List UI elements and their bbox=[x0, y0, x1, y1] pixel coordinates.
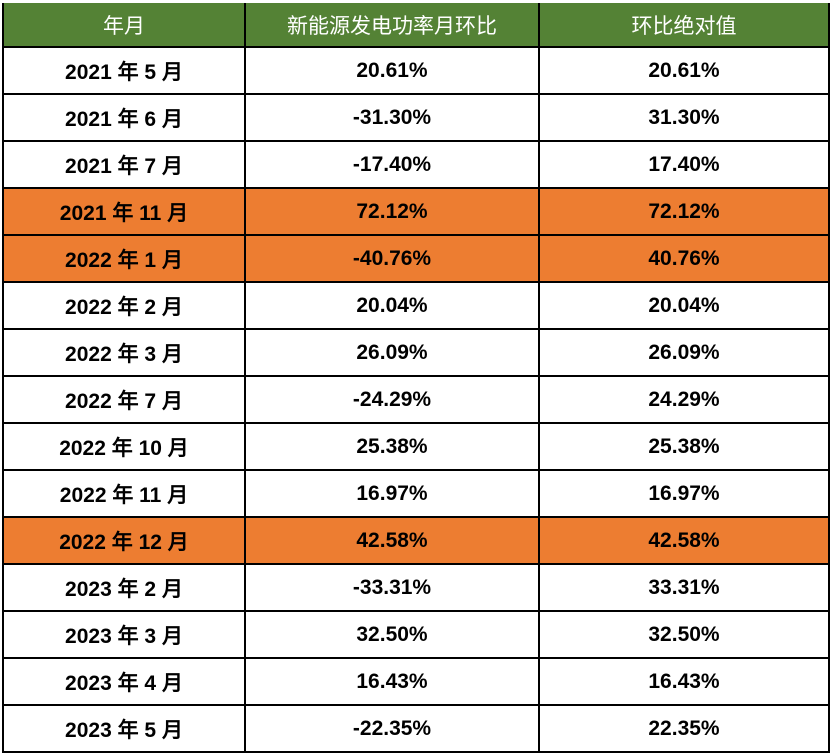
cell-mom-change: 26.09% bbox=[244, 328, 540, 377]
table-row: 2022 年 7 月 -24.29% 24.29% bbox=[2, 375, 830, 424]
cell-abs-value: 25.38% bbox=[538, 422, 830, 471]
table-row: 2023 年 2 月 -33.31% 33.31% bbox=[2, 563, 830, 612]
table-row: 2022 年 12 月 42.58% 42.58% bbox=[2, 516, 830, 565]
cell-month: 2022 年 1 月 bbox=[2, 234, 246, 283]
cell-mom-change: 16.43% bbox=[244, 657, 540, 706]
table-row: 2022 年 11 月 16.97% 16.97% bbox=[2, 469, 830, 518]
table-row: 2022 年 3 月 26.09% 26.09% bbox=[2, 328, 830, 377]
table-row: 2021 年 11 月 72.12% 72.12% bbox=[2, 187, 830, 236]
column-header-mom-change: 新能源发电功率月环比 bbox=[244, 3, 540, 48]
cell-abs-value: 16.97% bbox=[538, 469, 830, 518]
cell-month: 2022 年 2 月 bbox=[2, 281, 246, 330]
monthly-power-table: 年月 新能源发电功率月环比 环比绝对值 2021 年 5 月 20.61% 20… bbox=[2, 3, 830, 753]
cell-mom-change: -17.40% bbox=[244, 140, 540, 189]
cell-abs-value: 20.61% bbox=[538, 46, 830, 95]
cell-month: 2021 年 5 月 bbox=[2, 46, 246, 95]
cell-mom-change: 42.58% bbox=[244, 516, 540, 565]
cell-mom-change: 32.50% bbox=[244, 610, 540, 659]
cell-mom-change: 25.38% bbox=[244, 422, 540, 471]
cell-mom-change: -33.31% bbox=[244, 563, 540, 612]
table-row: 2023 年 3 月 32.50% 32.50% bbox=[2, 610, 830, 659]
cell-abs-value: 24.29% bbox=[538, 375, 830, 424]
cell-abs-value: 42.58% bbox=[538, 516, 830, 565]
table-row: 2021 年 6 月 -31.30% 31.30% bbox=[2, 93, 830, 142]
cell-month: 2021 年 7 月 bbox=[2, 140, 246, 189]
cell-month: 2022 年 12 月 bbox=[2, 516, 246, 565]
table-row: 2021 年 5 月 20.61% 20.61% bbox=[2, 46, 830, 95]
cell-mom-change: 20.61% bbox=[244, 46, 540, 95]
column-header-month: 年月 bbox=[2, 3, 246, 48]
cell-month: 2021 年 6 月 bbox=[2, 93, 246, 142]
cell-abs-value: 20.04% bbox=[538, 281, 830, 330]
cell-abs-value: 31.30% bbox=[538, 93, 830, 142]
cell-month: 2022 年 3 月 bbox=[2, 328, 246, 377]
cell-abs-value: 26.09% bbox=[538, 328, 830, 377]
table-row: 2022 年 1 月 -40.76% 40.76% bbox=[2, 234, 830, 283]
cell-month: 2021 年 11 月 bbox=[2, 187, 246, 236]
cell-mom-change: 20.04% bbox=[244, 281, 540, 330]
table-row: 2023 年 4 月 16.43% 16.43% bbox=[2, 657, 830, 706]
cell-month: 2023 年 4 月 bbox=[2, 657, 246, 706]
cell-mom-change: -31.30% bbox=[244, 93, 540, 142]
header-row: 年月 新能源发电功率月环比 环比绝对值 bbox=[2, 3, 830, 48]
cell-month: 2022 年 11 月 bbox=[2, 469, 246, 518]
cell-month: 2023 年 3 月 bbox=[2, 610, 246, 659]
cell-month: 2022 年 10 月 bbox=[2, 422, 246, 471]
cell-mom-change: 72.12% bbox=[244, 187, 540, 236]
cell-mom-change: 16.97% bbox=[244, 469, 540, 518]
cell-abs-value: 16.43% bbox=[538, 657, 830, 706]
table-row: 2022 年 10 月 25.38% 25.38% bbox=[2, 422, 830, 471]
cell-month: 2023 年 2 月 bbox=[2, 563, 246, 612]
table-screenshot: 年月 新能源发电功率月环比 环比绝对值 2021 年 5 月 20.61% 20… bbox=[2, 3, 830, 753]
cell-abs-value: 22.35% bbox=[538, 704, 830, 753]
cell-mom-change: -24.29% bbox=[244, 375, 540, 424]
table-row: 2023 年 5 月 -22.35% 22.35% bbox=[2, 704, 830, 753]
column-header-abs-value: 环比绝对值 bbox=[538, 3, 830, 48]
cell-mom-change: -40.76% bbox=[244, 234, 540, 283]
cell-month: 2023 年 5 月 bbox=[2, 704, 246, 753]
table-body: 2021 年 5 月 20.61% 20.61% 2021 年 6 月 -31.… bbox=[2, 46, 830, 753]
table-row: 2021 年 7 月 -17.40% 17.40% bbox=[2, 140, 830, 189]
cell-abs-value: 17.40% bbox=[538, 140, 830, 189]
cell-abs-value: 72.12% bbox=[538, 187, 830, 236]
table-header: 年月 新能源发电功率月环比 环比绝对值 bbox=[2, 3, 830, 48]
cell-mom-change: -22.35% bbox=[244, 704, 540, 753]
table-row: 2022 年 2 月 20.04% 20.04% bbox=[2, 281, 830, 330]
cell-abs-value: 40.76% bbox=[538, 234, 830, 283]
cell-abs-value: 33.31% bbox=[538, 563, 830, 612]
cell-month: 2022 年 7 月 bbox=[2, 375, 246, 424]
cell-abs-value: 32.50% bbox=[538, 610, 830, 659]
